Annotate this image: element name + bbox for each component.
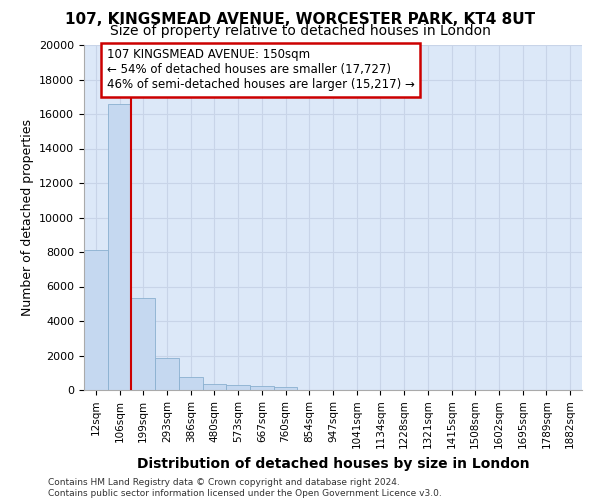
X-axis label: Distribution of detached houses by size in London: Distribution of detached houses by size … — [137, 457, 529, 471]
Bar — [203, 384, 226, 390]
Y-axis label: Number of detached properties: Number of detached properties — [20, 119, 34, 316]
Bar — [108, 104, 131, 390]
Bar — [274, 387, 298, 390]
Bar — [226, 385, 250, 390]
Text: Contains HM Land Registry data © Crown copyright and database right 2024.
Contai: Contains HM Land Registry data © Crown c… — [48, 478, 442, 498]
Text: 107 KINGSMEAD AVENUE: 150sqm
← 54% of detached houses are smaller (17,727)
46% o: 107 KINGSMEAD AVENUE: 150sqm ← 54% of de… — [107, 48, 415, 92]
Bar — [155, 358, 179, 390]
Bar — [84, 250, 108, 390]
Text: 107, KINGSMEAD AVENUE, WORCESTER PARK, KT4 8UT: 107, KINGSMEAD AVENUE, WORCESTER PARK, K… — [65, 12, 535, 28]
Bar — [179, 377, 203, 390]
Bar — [131, 298, 155, 390]
Bar — [250, 386, 274, 390]
Text: Size of property relative to detached houses in London: Size of property relative to detached ho… — [110, 24, 490, 38]
